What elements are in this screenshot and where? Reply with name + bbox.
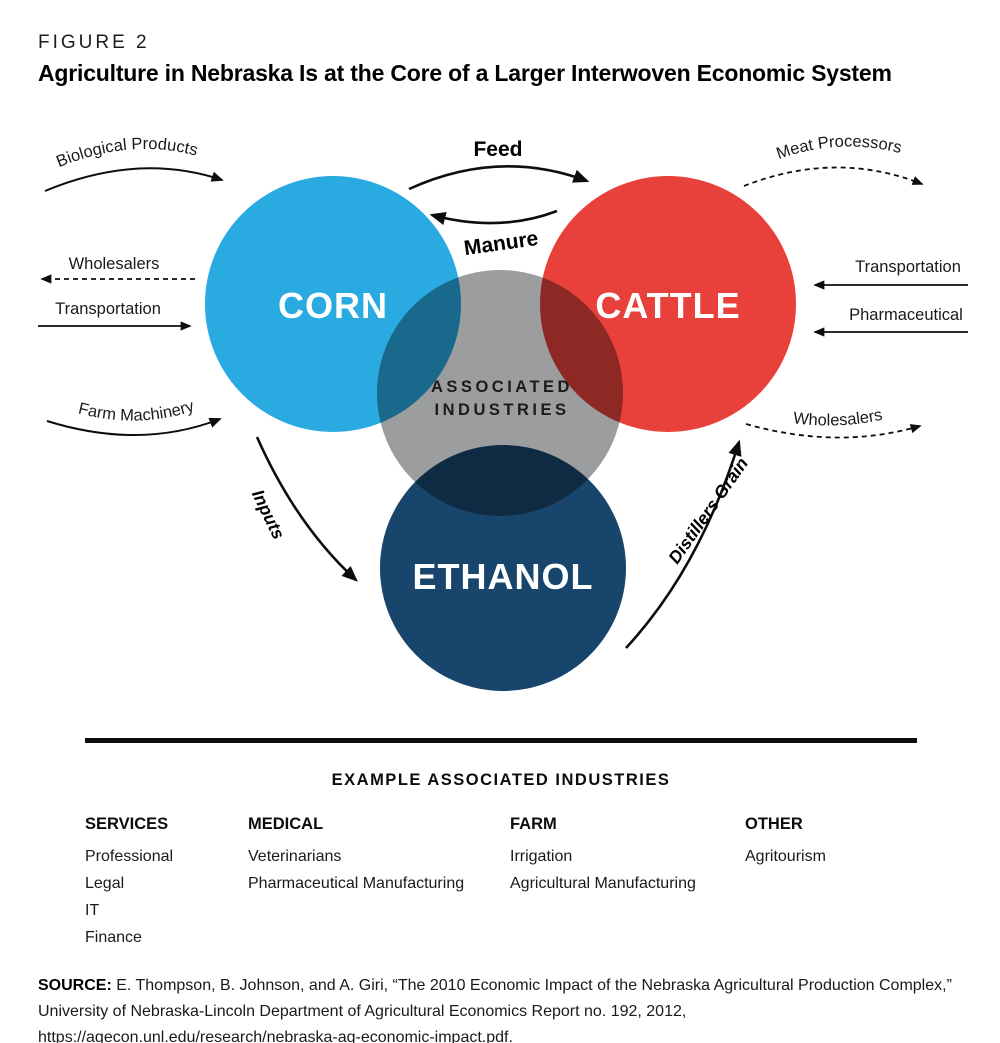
source-label: SOURCE: xyxy=(38,977,112,994)
associated-industries-circle xyxy=(377,270,623,516)
legend-item: Professional xyxy=(85,848,174,865)
figure-label: FIGURE 2 xyxy=(38,32,150,53)
feed-label: Feed xyxy=(473,138,522,161)
legend-column-title: FARM xyxy=(510,815,557,833)
manure-arrow xyxy=(429,209,558,226)
meat-processors-label: Meat Processors xyxy=(774,132,903,162)
inputs-label: Inputs xyxy=(248,486,289,542)
legend-column-title: OTHER xyxy=(745,815,803,833)
pharmaceutical-label: Pharmaceutical xyxy=(849,306,963,324)
farm-machinery-label: Farm Machinery xyxy=(77,397,197,425)
biological-products-label: Biological Products xyxy=(54,135,200,171)
legend-column-title: SERVICES xyxy=(85,815,169,833)
source-text: E. Thompson, B. Johnson, and A. Giri, “T… xyxy=(38,977,952,1043)
figure-title: Agriculture in Nebraska Is at the Core o… xyxy=(38,60,892,86)
ethanol-label: ETHANOL xyxy=(413,556,594,597)
biological-products-arrow xyxy=(44,167,224,192)
associated-industries-label-line1: ASSOCIATED xyxy=(431,378,573,396)
manure-label: Manure xyxy=(463,227,540,260)
legend-heading: EXAMPLE ASSOCIATED INDUSTRIES xyxy=(331,771,671,789)
source-citation: SOURCE: E. Thompson, B. Johnson, and A. … xyxy=(38,973,963,1043)
legend-column-farm: FARM Irrigation Agricultural Manufacturi… xyxy=(510,815,696,897)
distillers-grain-arrow xyxy=(625,439,742,649)
legend-column-title: MEDICAL xyxy=(248,815,324,833)
legend-item: Veterinarians xyxy=(248,848,342,865)
legend-column-medical: MEDICAL Veterinarians Pharmaceutical Man… xyxy=(248,815,464,897)
cattle-label: CATTLE xyxy=(595,285,740,326)
legend-item: Pharmaceutical Manufacturing xyxy=(248,875,465,892)
legend-item: Agritourism xyxy=(745,848,826,865)
legend-item: Agricultural Manufacturing xyxy=(510,875,696,892)
farm-machinery-arrow xyxy=(46,417,222,436)
corn-label: CORN xyxy=(278,285,388,326)
legend-item: IT xyxy=(85,902,100,919)
ethanol-circle xyxy=(380,445,626,691)
legend-column-other: OTHER Agritourism xyxy=(745,815,826,870)
transportation-left-label: Transportation xyxy=(55,300,161,318)
distillers-grain-label: Distillers Grain xyxy=(664,454,752,567)
legend-item: Legal xyxy=(85,875,125,892)
legend-column-services: SERVICES Professional Legal IT Finance xyxy=(85,815,173,951)
wholesalers-right-label: Wholesalers xyxy=(792,406,884,430)
feed-arrow xyxy=(408,165,590,191)
associated-industries-label-line2: INDUSTRIES xyxy=(435,401,570,419)
transportation-right-label: Transportation xyxy=(855,258,961,276)
wholesalers-left-label: Wholesalers xyxy=(69,255,160,273)
legend-item: Finance xyxy=(85,929,142,946)
wholesalers-right-arrow xyxy=(745,423,922,439)
inputs-arrow xyxy=(255,436,358,582)
divider-rule xyxy=(85,738,917,743)
venn-circles xyxy=(205,176,796,691)
meat-processors-arrow xyxy=(743,166,924,187)
legend-item: Irrigation xyxy=(510,848,573,865)
